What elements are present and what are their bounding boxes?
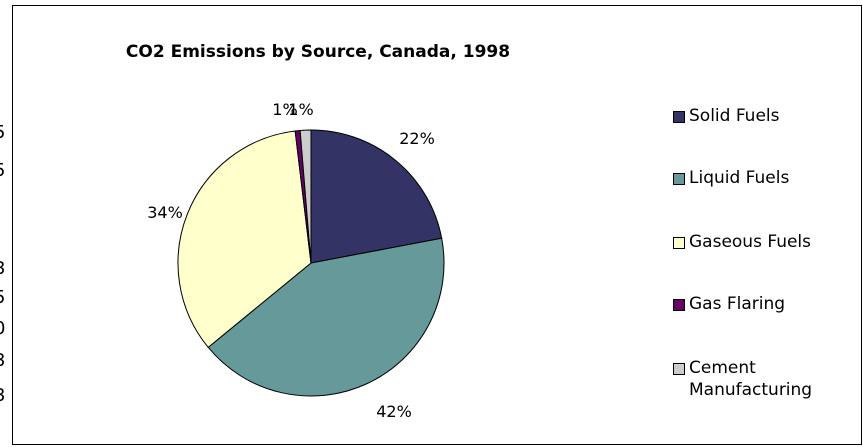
legend-item-cement-manufacturing: Cement Manufacturing xyxy=(673,357,812,401)
pie-slice-liquid-fuels xyxy=(207,237,445,397)
legend-swatch xyxy=(673,237,685,249)
pie-slice-cement-manufacturing xyxy=(299,129,312,264)
clipped-fragment: 5 xyxy=(0,287,5,308)
chart-title: CO2 Emissions by Source, Canada, 1998 xyxy=(125,42,511,62)
pie-slice-gaseous-fuels xyxy=(177,130,312,349)
data-label-cement-manufacturing: 1% xyxy=(288,100,313,119)
legend-label: Cement Manufacturing xyxy=(689,358,813,400)
clipped-fragment: 3 xyxy=(0,258,5,279)
legend-label: Gas Flaring xyxy=(689,294,786,314)
pie-slice-solid-fuels xyxy=(310,129,443,264)
legend-item-gas-flaring: Gas Flaring xyxy=(673,293,785,315)
chart-frame: CO2 Emissions by Source, Canada, 1998 22… xyxy=(12,5,862,445)
clipped-fragment: 5 xyxy=(0,160,5,181)
legend-label: Liquid Fuels xyxy=(689,168,790,188)
clipped-fragment: 3 xyxy=(0,385,5,406)
data-label-liquid-fuels: 42% xyxy=(376,402,412,421)
pie-chart: 22% 42% 34% 1%1% xyxy=(147,100,445,421)
legend-swatch xyxy=(673,111,685,123)
clipped-fragment: 5 xyxy=(0,122,5,143)
legend-swatch xyxy=(673,363,685,375)
legend-swatch xyxy=(673,173,685,185)
legend-item-gaseous-fuels: Gaseous Fuels xyxy=(673,231,811,253)
data-label-solid-fuels: 22% xyxy=(399,129,435,148)
legend-label: Solid Fuels xyxy=(689,106,780,126)
clipped-fragment: 0 xyxy=(0,318,5,339)
legend-swatch xyxy=(673,299,685,311)
data-label-gas-flaring: 1% xyxy=(272,100,297,119)
data-label-gaseous-fuels: 34% xyxy=(147,203,183,222)
legend-item-solid-fuels: Solid Fuels xyxy=(673,105,780,127)
legend-item-liquid-fuels: Liquid Fuels xyxy=(673,167,789,189)
clipped-fragment: 3 xyxy=(0,350,5,371)
legend-label: Gaseous Fuels xyxy=(689,232,812,252)
legend: Solid Fuels Liquid Fuels Gaseous Fuels Gas … xyxy=(673,6,863,446)
